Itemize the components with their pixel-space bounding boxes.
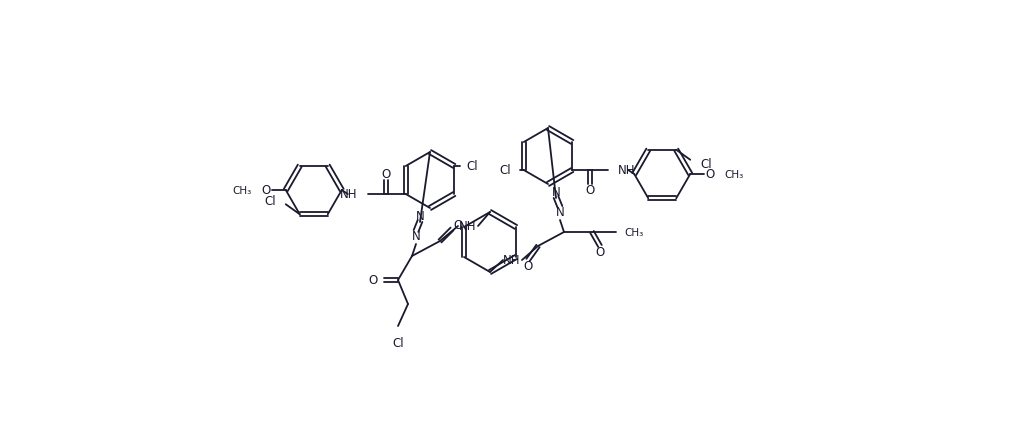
Text: O: O <box>706 168 715 181</box>
Text: CH₃: CH₃ <box>624 227 643 237</box>
Text: O: O <box>596 246 605 259</box>
Text: N: N <box>416 210 424 223</box>
Text: N: N <box>552 186 561 199</box>
Text: NH: NH <box>459 220 476 233</box>
Text: O: O <box>454 219 463 232</box>
Text: Cl: Cl <box>392 336 403 349</box>
Text: CH₃: CH₃ <box>724 170 744 180</box>
Text: Cl: Cl <box>701 158 712 171</box>
Text: NH: NH <box>618 164 636 177</box>
Text: CH₃: CH₃ <box>233 186 252 196</box>
Text: NH: NH <box>341 188 358 201</box>
Text: N: N <box>556 206 564 219</box>
Text: O: O <box>381 168 390 181</box>
Text: Cl: Cl <box>264 194 276 207</box>
Text: Cl: Cl <box>466 160 477 173</box>
Text: O: O <box>586 184 595 197</box>
Text: O: O <box>524 260 533 273</box>
Text: O: O <box>368 274 378 287</box>
Text: N: N <box>412 230 421 243</box>
Text: NH: NH <box>503 254 521 267</box>
Text: Cl: Cl <box>499 164 510 177</box>
Text: O: O <box>261 184 271 197</box>
